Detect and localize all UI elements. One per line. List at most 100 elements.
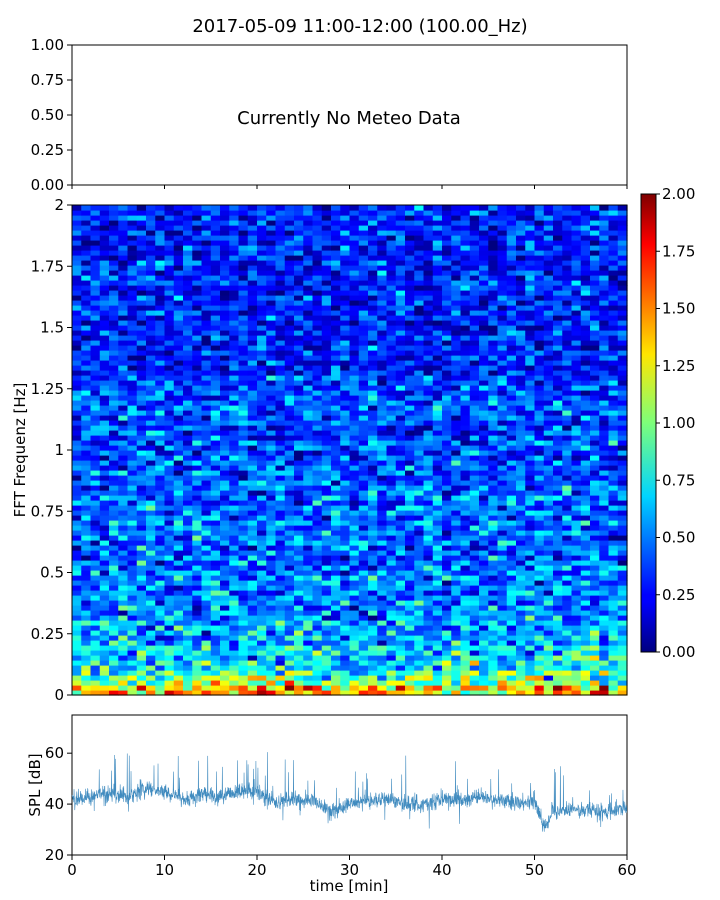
- spectrogram-cell: [128, 305, 138, 311]
- spectrogram-cell: [544, 440, 554, 446]
- spectrogram-cell: [100, 315, 110, 321]
- spectrogram-cell: [248, 505, 258, 511]
- spectrogram-cell: [109, 395, 119, 401]
- spectrogram-cell: [183, 505, 193, 511]
- spectrogram-cell: [470, 605, 480, 611]
- spectrogram-cell: [322, 280, 332, 286]
- spectrogram-cell: [451, 385, 461, 391]
- spectrogram-cell: [424, 325, 434, 331]
- spectrogram-cell: [414, 640, 424, 646]
- spectrogram-cell: [313, 585, 323, 591]
- spectrogram-cell: [535, 500, 545, 506]
- spectrogram-cell: [461, 615, 471, 621]
- spectrogram-cell: [544, 475, 554, 481]
- spectrogram-cell: [91, 670, 101, 676]
- spectrogram-cell: [516, 405, 526, 411]
- spectrogram-cell: [377, 535, 387, 541]
- spectrogram-cell: [137, 550, 147, 556]
- spectrogram-cell: [572, 520, 582, 526]
- spectrogram-cell: [405, 340, 415, 346]
- spectrogram-cell: [368, 320, 378, 326]
- spectrogram-cell: [562, 640, 572, 646]
- spectrogram-cell: [81, 630, 91, 636]
- spectrogram-cell: [525, 475, 535, 481]
- spectrogram-cell: [285, 470, 295, 476]
- spectrogram-cell: [174, 340, 184, 346]
- spectrogram-cell: [433, 470, 443, 476]
- spectrogram-cell: [313, 555, 323, 561]
- spectrogram-cell: [266, 465, 276, 471]
- spectrogram-cell: [192, 590, 202, 596]
- spectrogram-cell: [165, 505, 175, 511]
- spectrogram-cell: [211, 675, 221, 681]
- spectrogram-cell: [405, 470, 415, 476]
- spectrogram-cell: [544, 535, 554, 541]
- spectrogram-cell: [183, 430, 193, 436]
- spectrogram-cell: [451, 390, 461, 396]
- spectrogram-cell: [109, 425, 119, 431]
- spectrogram-cell: [414, 430, 424, 436]
- spectrogram-cell: [544, 675, 554, 681]
- spectrogram-cell: [599, 410, 609, 416]
- spectrogram-cell: [572, 575, 582, 581]
- spectrogram-cell: [498, 330, 508, 336]
- spectrogram-cell: [72, 520, 82, 526]
- spectrogram-cell: [581, 685, 591, 691]
- spectrogram-cell: [257, 465, 267, 471]
- spectrogram-cell: [553, 530, 563, 536]
- spectrogram-cell: [229, 400, 239, 406]
- spectrogram-cell: [507, 460, 517, 466]
- spectrogram-cell: [396, 480, 406, 486]
- spectrogram-cell: [128, 580, 138, 586]
- spectrogram-cell: [257, 290, 267, 296]
- spectrogram-cell: [424, 540, 434, 546]
- spectrogram-cell: [266, 445, 276, 451]
- spectrogram-cell: [470, 350, 480, 356]
- spectrogram-cell: [581, 390, 591, 396]
- spectrogram-cell: [192, 445, 202, 451]
- spectrogram-cell: [220, 615, 230, 621]
- spectrogram-cell: [220, 505, 230, 511]
- spectrogram-cell: [414, 680, 424, 686]
- spectrogram-cell: [146, 545, 156, 551]
- spectrogram-cell: [350, 440, 360, 446]
- spectrogram-cell: [535, 520, 545, 526]
- spectrogram-cell: [248, 600, 258, 606]
- spectrogram-cell: [220, 400, 230, 406]
- spectrogram-cell: [118, 540, 128, 546]
- spectrogram-cell: [618, 390, 628, 396]
- spectrogram-cell: [81, 355, 91, 361]
- spectrogram-cell: [266, 415, 276, 421]
- spectrogram-cell: [155, 450, 165, 456]
- spectrogram-cell: [202, 330, 212, 336]
- spectrogram-cell: [350, 565, 360, 571]
- spectrogram-cell: [572, 470, 582, 476]
- spectrogram-cell: [100, 520, 110, 526]
- spectrogram-cell: [155, 455, 165, 461]
- spectrogram-cell: [303, 665, 313, 671]
- spectrogram-cell: [165, 450, 175, 456]
- spectrogram-cell: [581, 400, 591, 406]
- spectrogram-cell: [525, 675, 535, 681]
- spectrogram-cell: [396, 615, 406, 621]
- spectrogram-cell: [479, 410, 489, 416]
- spectrogram-cell: [590, 645, 600, 651]
- spectrogram-cell: [91, 635, 101, 641]
- spectrogram-cell: [414, 300, 424, 306]
- spectrogram-cell: [202, 480, 212, 486]
- spectrogram-cell: [368, 455, 378, 461]
- spectrogram-cell: [535, 600, 545, 606]
- spectrogram-cell: [535, 305, 545, 311]
- spectrogram-cell: [303, 635, 313, 641]
- spectrogram-cell: [424, 420, 434, 426]
- spectrogram-cell: [470, 665, 480, 671]
- spectrogram-cell: [507, 335, 517, 341]
- spectrogram-cell: [239, 520, 249, 526]
- spectrogram-cell: [165, 495, 175, 501]
- spectrogram-cell: [91, 300, 101, 306]
- spectrogram-cell: [248, 420, 258, 426]
- spectrogram-cell: [350, 590, 360, 596]
- spectrogram-cell: [229, 470, 239, 476]
- spectrogram-cell: [414, 650, 424, 656]
- spectrogram-cell: [257, 510, 267, 516]
